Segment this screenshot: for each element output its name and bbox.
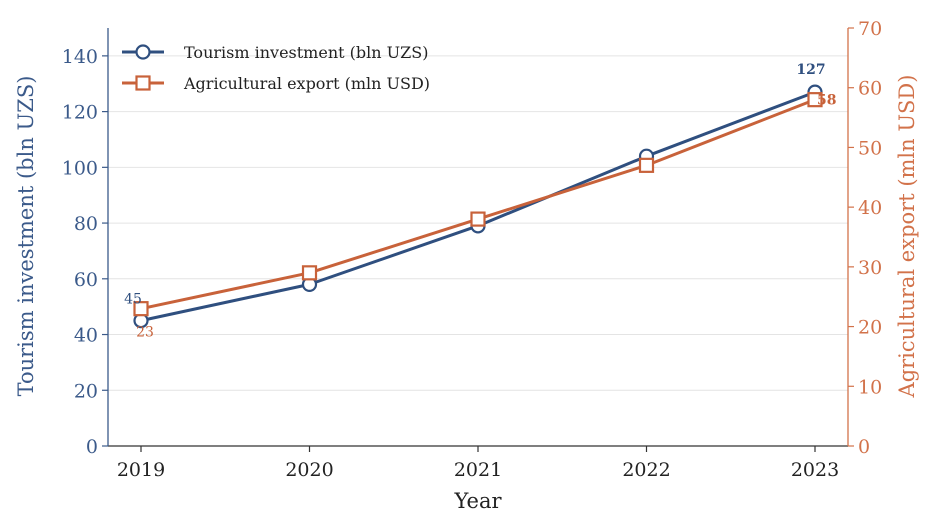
series-2 (133, 92, 823, 317)
left-y-axis-title: Tourism investment (bln UZS) (14, 76, 38, 397)
x-tick-label: 2023 (791, 459, 839, 481)
left-y-tick-label: 80 (74, 213, 98, 235)
axes: 0 20 40 60 80 100 120 140 0 10 20 30 40 50 60 70 2019 202… (62, 18, 882, 481)
x-tick-label: 2021 (454, 459, 502, 481)
left-y-tick-label: 140 (62, 46, 98, 68)
data-point (807, 92, 823, 108)
right-y-tick-label: 60 (858, 78, 882, 100)
left-y-tick-label: 120 (62, 102, 98, 124)
right-y-tick-label: 0 (858, 436, 870, 458)
data-point (470, 211, 486, 227)
data-point (638, 157, 655, 173)
series-1 (133, 84, 823, 329)
x-tick-label: 2022 (622, 459, 670, 481)
x-axis-title: Year (453, 489, 502, 511)
data-point (133, 301, 149, 317)
x-tick-label: 2020 (285, 459, 333, 481)
data-point (301, 265, 318, 281)
series-layer (133, 84, 823, 329)
legend-marker (135, 44, 151, 60)
legend-entry: Tourism investment (bln UZS) (184, 43, 428, 62)
left-y-tick-label: 0 (86, 436, 98, 458)
data-labels: 45 127 23 58 (124, 62, 836, 341)
legend-entry: Agricultural export (mln USD) (183, 74, 430, 93)
right-y-tick-label: 70 (858, 18, 882, 40)
right-y-tick-label: 40 (858, 197, 882, 219)
left-y-tick-label: 40 (74, 325, 98, 347)
legend-marker (135, 75, 151, 91)
right-y-tick-label: 20 (858, 317, 882, 339)
right-y-tick-label: 50 (858, 137, 882, 159)
right-y-tick-label: 10 (858, 376, 882, 398)
data-label: 58 (817, 93, 836, 109)
right-y-axis-title: Agricultural export (mln USD) (895, 75, 919, 399)
data-label: 127 (796, 62, 825, 78)
grid-lines (108, 55, 848, 391)
legend: Tourism investment (bln UZS) Agricultural… (122, 43, 430, 93)
left-y-tick-label: 100 (62, 157, 98, 179)
x-tick-label: 2019 (117, 459, 165, 481)
left-y-tick-label: 60 (74, 269, 98, 291)
right-y-tick-label: 30 (858, 257, 882, 279)
data-label: 45 (124, 292, 142, 308)
left-y-tick-label: 20 (74, 380, 98, 402)
data-label: 23 (136, 325, 154, 341)
